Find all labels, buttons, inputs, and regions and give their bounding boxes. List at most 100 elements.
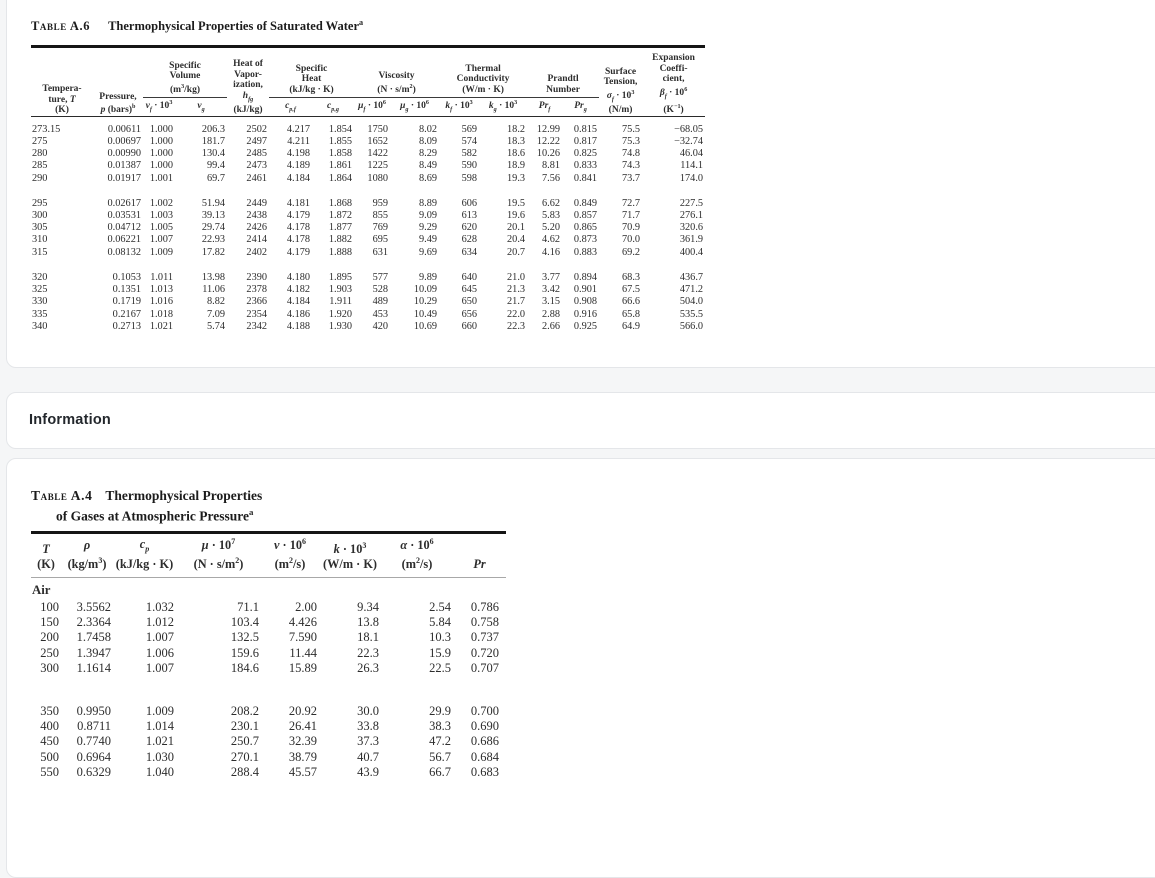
table-cell: −68.05 bbox=[642, 115, 706, 137]
table-cell: 32.39 bbox=[288, 734, 317, 749]
table-cell: 72.7 bbox=[622, 197, 641, 209]
table-cell: 2390 bbox=[246, 271, 268, 283]
table-cell: 5.20 bbox=[542, 222, 561, 234]
col-header-kf: kf · 103 bbox=[445, 100, 473, 114]
table-cell: 550 bbox=[40, 764, 59, 779]
table-cell: 315 bbox=[32, 246, 48, 258]
table-cell: 8.02 bbox=[390, 115, 440, 137]
table-cell: 300 bbox=[40, 660, 59, 675]
table-cell: 4.182 bbox=[286, 284, 311, 296]
table-cell: 1.855 bbox=[328, 136, 353, 148]
information-card[interactable]: Information bbox=[6, 392, 1155, 449]
table-cell: 8.29 bbox=[419, 148, 438, 160]
table-cell: 4.179 bbox=[286, 210, 311, 222]
table-cell: 22.0 bbox=[507, 308, 526, 320]
table-cell: 73.7 bbox=[622, 172, 641, 184]
table-cell: 640 bbox=[461, 271, 478, 283]
col-header-nu: ν · 106 (m2/s) bbox=[261, 532, 319, 578]
table-cell: 8.82 bbox=[206, 296, 226, 308]
table-cell: 26.41 bbox=[288, 719, 317, 734]
table-cell: 1.021 bbox=[145, 734, 174, 749]
table-row: 450 0.7740 1.021 250.7 32.39 37.3 47.2 0.686 bbox=[31, 734, 506, 749]
table-cell: 270.1 bbox=[230, 749, 259, 764]
table-cell: 325 bbox=[32, 284, 48, 296]
table-cell: 40.7 bbox=[357, 749, 379, 764]
table-cell: 0.02617 bbox=[107, 197, 141, 209]
table-cell: 2461 bbox=[246, 172, 268, 184]
table-cell: 4.426 bbox=[288, 615, 317, 630]
table-cell: 20.1 bbox=[507, 222, 526, 234]
table-cell: 174.0 bbox=[679, 172, 704, 184]
table-cell: 0.720 bbox=[470, 645, 499, 660]
table-cell: 1.000 bbox=[149, 148, 173, 160]
table-cell: 51.94 bbox=[201, 197, 226, 209]
table-cell: 5.74 bbox=[206, 320, 226, 332]
table-cell: 4.198 bbox=[286, 148, 311, 160]
table-cell: 650 bbox=[461, 296, 478, 308]
table-cell: 0.916 bbox=[573, 308, 598, 320]
table-cell: 1750 bbox=[354, 115, 391, 137]
table-cell: 29.9 bbox=[429, 703, 451, 718]
col-header-vg: vg bbox=[197, 101, 205, 114]
table-cell: 0.686 bbox=[470, 734, 499, 749]
table-cell: 1.7458 bbox=[76, 630, 111, 645]
table-cell: 1.868 bbox=[328, 197, 353, 209]
col-header-prf: Prf bbox=[538, 101, 551, 114]
table-cell: 99.4 bbox=[206, 160, 226, 172]
table-cell: 71.1 bbox=[237, 599, 259, 614]
table-cell: 4.184 bbox=[286, 296, 311, 308]
table-cell: 20.4 bbox=[507, 234, 526, 246]
table-cell: 695 bbox=[372, 234, 389, 246]
table-cell: 10.09 bbox=[413, 284, 438, 296]
table-cell: 2.66 bbox=[542, 320, 561, 332]
table-cell: 310 bbox=[32, 234, 48, 246]
table-cell: 1652 bbox=[367, 136, 389, 148]
col-header-rho: ρ (kg/m3) bbox=[61, 532, 113, 578]
table-cell: 11.06 bbox=[202, 284, 226, 296]
table-a4-title: Table A.4 Thermophysical Properties of Ga… bbox=[31, 487, 591, 525]
saturated-water-table-body: 273.15 0.00611 1.000 206.3 2502 4.217 1.854 175… bbox=[31, 115, 706, 333]
table-cell: 9.34 bbox=[357, 599, 379, 614]
table-cell: 3.15 bbox=[542, 296, 561, 308]
col-group-viscosity: Viscosity (N · s/m2) bbox=[354, 46, 440, 99]
table-cell: 1.007 bbox=[145, 630, 174, 645]
table-cell: 22.93 bbox=[201, 234, 226, 246]
table-cell: 1.930 bbox=[328, 320, 353, 332]
table-cell: 1422 bbox=[367, 148, 389, 160]
table-cell: 5.84 bbox=[429, 615, 451, 630]
table-cell: 71.7 bbox=[622, 210, 641, 222]
table-cell: 2497 bbox=[246, 136, 268, 148]
table-cell: 29.74 bbox=[201, 222, 226, 234]
table-a6-label: Table A.6 bbox=[31, 19, 91, 34]
table-cell: 250.7 bbox=[230, 734, 259, 749]
information-title: Information bbox=[29, 412, 111, 428]
table-cell: 4.179 bbox=[286, 246, 311, 258]
table-row: 500 0.6964 1.030 270.1 38.79 40.7 56.7 0.684 bbox=[31, 750, 506, 765]
table-cell: 45.57 bbox=[288, 764, 317, 779]
table-cell: 4.180 bbox=[286, 271, 311, 283]
table-row: 325 0.1351 1.013 11.06 2378 4.182 1.903 528 10.0… bbox=[31, 284, 705, 296]
table-cell: 30.0 bbox=[357, 703, 379, 718]
table-cell: 0.883 bbox=[573, 246, 598, 258]
table-cell: 0.925 bbox=[573, 320, 598, 332]
table-cell: 7.09 bbox=[206, 308, 226, 320]
table-cell: 18.2 bbox=[479, 115, 528, 137]
table-cell: 273.15 bbox=[31, 115, 93, 137]
table-cell: 0.06221 bbox=[107, 234, 141, 246]
table-cell: 20.92 bbox=[288, 703, 317, 718]
table-cell: 320 bbox=[32, 271, 48, 283]
table-cell: 1225 bbox=[367, 160, 389, 172]
table-cell: 330 bbox=[32, 296, 48, 308]
col-group-prandtl-number: Prandtl Number bbox=[527, 46, 600, 99]
table-cell: 436.7 bbox=[679, 271, 704, 283]
table-row: 320 0.1053 1.011 13.98 2390 4.180 1.895 577 9.89… bbox=[31, 259, 705, 284]
table-cell: 21.7 bbox=[507, 296, 526, 308]
table-cell: 1.3947 bbox=[76, 645, 111, 660]
table-cell: 69.7 bbox=[206, 172, 226, 184]
table-cell: 0.865 bbox=[573, 222, 598, 234]
table-cell: 75.5 bbox=[599, 115, 643, 137]
table-cell: 4.181 bbox=[286, 197, 311, 209]
table-cell: 10.26 bbox=[536, 148, 561, 160]
table-cell: 13.8 bbox=[357, 615, 379, 630]
table-cell: 0.841 bbox=[573, 172, 598, 184]
